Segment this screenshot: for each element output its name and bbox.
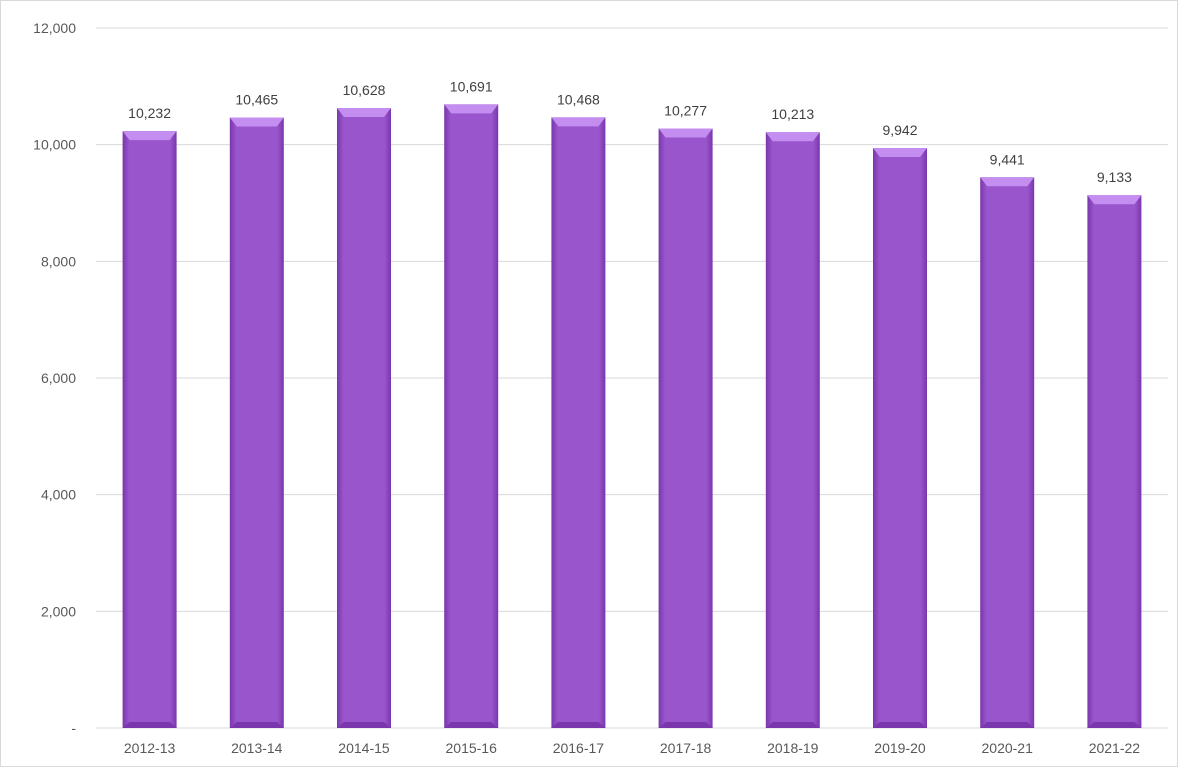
bar-2013-14 <box>229 117 284 728</box>
bar <box>1087 195 1142 728</box>
bar-2016-17 <box>551 117 606 728</box>
x-tick-label: 2015-16 <box>446 740 498 756</box>
data-label: 10,465 <box>235 92 278 108</box>
y-tick-label: 4,000 <box>41 487 76 503</box>
bar-bottom-bevel <box>337 722 391 728</box>
bar-top-bevel <box>1087 195 1142 205</box>
bar <box>122 131 177 729</box>
x-axis: 2012-13 2013-14 2014-15 2015-16 2016-17 2017-… <box>124 740 1140 756</box>
data-label: 10,468 <box>557 91 600 107</box>
y-tick-label: - <box>71 720 76 736</box>
bar-top-bevel <box>229 117 284 127</box>
bar <box>873 148 927 729</box>
x-tick-label: 2016-17 <box>553 740 605 756</box>
bar-2021-22 <box>1087 195 1142 728</box>
bar-bottom-bevel <box>122 722 177 728</box>
data-label: 10,691 <box>450 78 493 94</box>
bar <box>551 117 606 728</box>
bar-bottom-bevel <box>551 722 606 728</box>
bar-2019-20 <box>873 148 927 729</box>
data-label: 9,942 <box>882 122 917 138</box>
data-label: 9,441 <box>990 151 1025 167</box>
y-axis: - 2,000 4,000 6,000 8,000 10,000 12,000 <box>33 20 76 736</box>
bar-top-bevel <box>873 148 927 158</box>
bar <box>337 108 391 729</box>
bar-top-bevel <box>122 131 177 141</box>
bar-top-bevel <box>658 128 713 138</box>
y-tick-label: 10,000 <box>33 137 76 153</box>
bar <box>658 128 713 729</box>
data-label: 10,277 <box>664 103 707 119</box>
y-tick-label: 6,000 <box>41 370 76 386</box>
x-tick-label: 2014-15 <box>338 740 390 756</box>
x-tick-label: 2019-20 <box>874 740 926 756</box>
bar-bottom-bevel <box>873 722 927 728</box>
data-label: 10,232 <box>128 105 171 121</box>
bar-bottom-bevel <box>765 722 820 728</box>
bar-2014-15 <box>337 108 391 729</box>
bar <box>444 104 499 728</box>
bar-bottom-bevel <box>444 722 499 728</box>
bars <box>122 104 1142 729</box>
bar-top-bevel <box>444 104 499 114</box>
bar-top-bevel <box>551 117 606 127</box>
y-tick-label: 8,000 <box>41 253 76 269</box>
x-tick-label: 2020-21 <box>982 740 1034 756</box>
bar <box>229 117 284 728</box>
x-tick-label: 2018-19 <box>767 740 819 756</box>
x-tick-label: 2017-18 <box>660 740 712 756</box>
bar-bottom-bevel <box>1087 722 1142 728</box>
bar-2012-13 <box>122 131 177 729</box>
bar-2015-16 <box>444 104 499 728</box>
bar-2020-21 <box>980 177 1035 728</box>
bar-bottom-bevel <box>229 722 284 728</box>
bar-bottom-bevel <box>980 722 1035 728</box>
x-tick-label: 2013-14 <box>231 740 283 756</box>
bar <box>980 177 1035 728</box>
data-labels: 10,232 10,465 10,628 10,691 10,468 10,277 10,2… <box>128 78 1132 185</box>
bar-top-bevel <box>337 108 391 118</box>
bar-top-bevel <box>980 177 1035 187</box>
bar-2017-18 <box>658 128 713 729</box>
y-tick-label: 2,000 <box>41 603 76 619</box>
bar-bottom-bevel <box>658 722 713 728</box>
bar-top-bevel <box>765 132 820 142</box>
bar-2018-19 <box>765 132 820 728</box>
data-label: 10,213 <box>771 106 814 122</box>
bar <box>765 132 820 728</box>
y-tick-label: 12,000 <box>33 20 76 36</box>
data-label: 10,628 <box>343 82 386 98</box>
x-tick-label: 2021-22 <box>1089 740 1141 756</box>
x-tick-label: 2012-13 <box>124 740 176 756</box>
data-label: 9,133 <box>1097 169 1132 185</box>
